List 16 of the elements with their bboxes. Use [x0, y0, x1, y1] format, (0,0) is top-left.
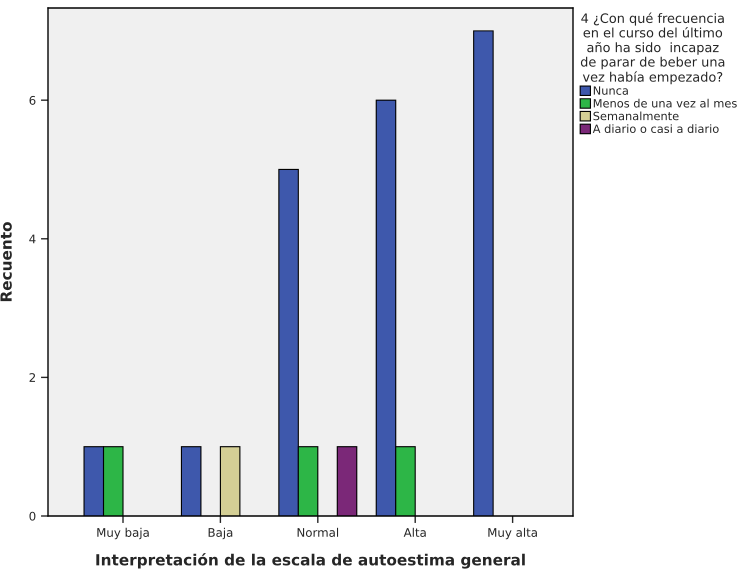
legend-title: 4 ¿Con qué frecuencia en el curso del último año ha sido incapaz de parar de beber una vez había empezado? — [580, 12, 724, 84]
y-tick-label: 6 — [30, 96, 36, 105]
y-tick-label: 2 — [30, 373, 36, 382]
y-tick-label: 4 — [29, 234, 36, 244]
x-tick-label: Muy alta — [488, 528, 537, 540]
x-tick-label: Normal — [298, 528, 338, 537]
y-axis-title: Recuento — [0, 222, 12, 302]
legend-label: A diario o casi a diario — [592, 124, 719, 134]
legend-label: Menos de una vez al mes — [594, 98, 737, 108]
x-tick-label: Muy baja — [97, 528, 149, 540]
legend-label: Semanalmente — [593, 111, 679, 120]
x-axis-title: Interpretación de la escala de autoestima general — [96, 553, 525, 569]
y-tick-label: 0 — [29, 512, 36, 521]
x-tick-label: Baja — [208, 528, 232, 540]
x-tick-label: Alta — [404, 528, 426, 537]
legend-label: Nunca — [594, 86, 628, 95]
